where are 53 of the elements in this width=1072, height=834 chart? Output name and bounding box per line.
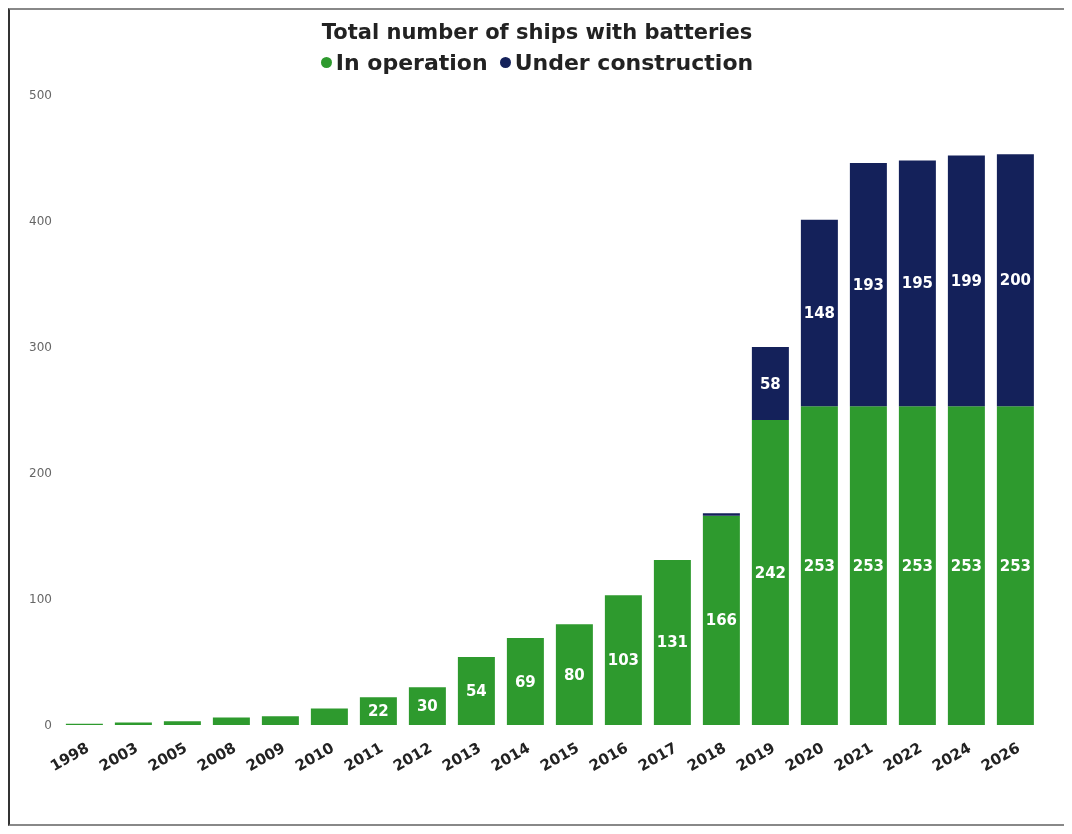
data-label: 253 — [999, 556, 1032, 575]
bar — [898, 160, 936, 407]
data-label: 30 — [416, 697, 438, 716]
data-label: 253 — [950, 556, 983, 575]
y-tick-label: 100 — [29, 592, 52, 607]
bar — [114, 722, 152, 725]
bar — [751, 420, 789, 725]
y-tick-label: 200 — [29, 466, 52, 481]
data-label: 195 — [901, 274, 934, 293]
data-label: 22 — [367, 702, 389, 721]
data-label: 193 — [852, 275, 885, 294]
bar — [604, 595, 642, 725]
bar — [653, 559, 691, 725]
bar — [800, 219, 838, 407]
bar — [849, 163, 887, 407]
chart-title: Total number of ships with batteries — [320, 20, 754, 44]
data-label: 242 — [754, 563, 787, 582]
legend-label: Under construction — [513, 50, 754, 75]
data-label: 253 — [803, 556, 836, 575]
data-label: 80 — [563, 665, 585, 684]
bar — [457, 656, 495, 725]
data-label: 253 — [852, 556, 885, 575]
data-label: 166 — [705, 611, 738, 630]
bar — [702, 515, 740, 725]
bar — [555, 624, 593, 725]
bar — [898, 406, 936, 725]
data-label: 69 — [514, 672, 536, 691]
legend-label: In operation — [334, 50, 488, 75]
data-label: 200 — [999, 271, 1032, 290]
data-label: 58 — [759, 374, 781, 393]
bar — [996, 154, 1034, 407]
bar — [702, 513, 740, 516]
bar — [800, 406, 838, 725]
bar — [996, 406, 1034, 725]
bar — [163, 721, 201, 725]
bar — [751, 347, 789, 421]
bar — [261, 716, 299, 725]
y-tick-label: 500 — [29, 88, 52, 103]
y-tick-label: 300 — [29, 340, 52, 355]
bar — [947, 155, 985, 407]
data-label: 199 — [950, 271, 983, 290]
data-label: 148 — [803, 303, 836, 322]
data-label: 131 — [656, 633, 689, 652]
bar — [947, 406, 985, 725]
bar — [212, 717, 250, 725]
bar — [310, 708, 348, 725]
data-label: 253 — [901, 556, 934, 575]
data-label: 103 — [607, 651, 640, 670]
y-tick-label: 400 — [29, 214, 52, 229]
bar — [849, 406, 887, 725]
y-tick-label: 0 — [44, 718, 52, 733]
bar — [506, 638, 544, 725]
data-label: 54 — [465, 681, 487, 700]
